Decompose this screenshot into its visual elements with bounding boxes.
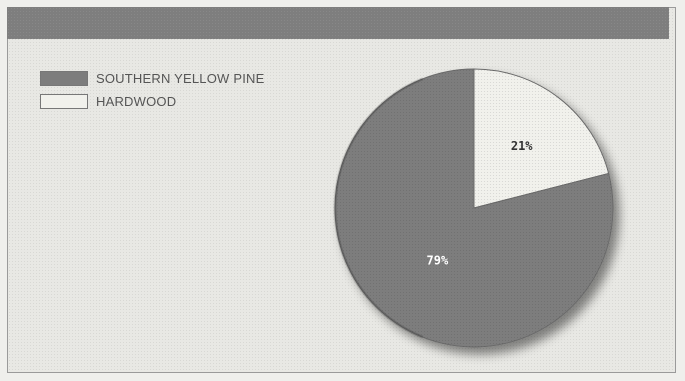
legend: SOUTHERN YELLOW PINE HARDWOOD [40,68,264,114]
pie-slice-texture-southern-yellow-pine [334,68,613,347]
legend-label-southern-yellow-pine: SOUTHERN YELLOW PINE [96,70,265,86]
pie-label-hardwood: 21% [511,139,533,153]
legend-swatch-southern-yellow-pine [40,70,88,86]
pie-slice-texture-hardwood [474,69,609,208]
legend-label-hardwood: HARDWOOD [96,93,177,109]
legend-item-southern-yellow-pine: SOUTHERN YELLOW PINE [40,68,264,88]
pie-label-southern-yellow-pine: 79% [427,254,449,268]
legend-swatch-hardwood [40,93,88,109]
pie-edge-shade [333,77,424,339]
legend-item-hardwood: HARDWOOD [40,91,264,111]
header-bar [7,7,669,39]
